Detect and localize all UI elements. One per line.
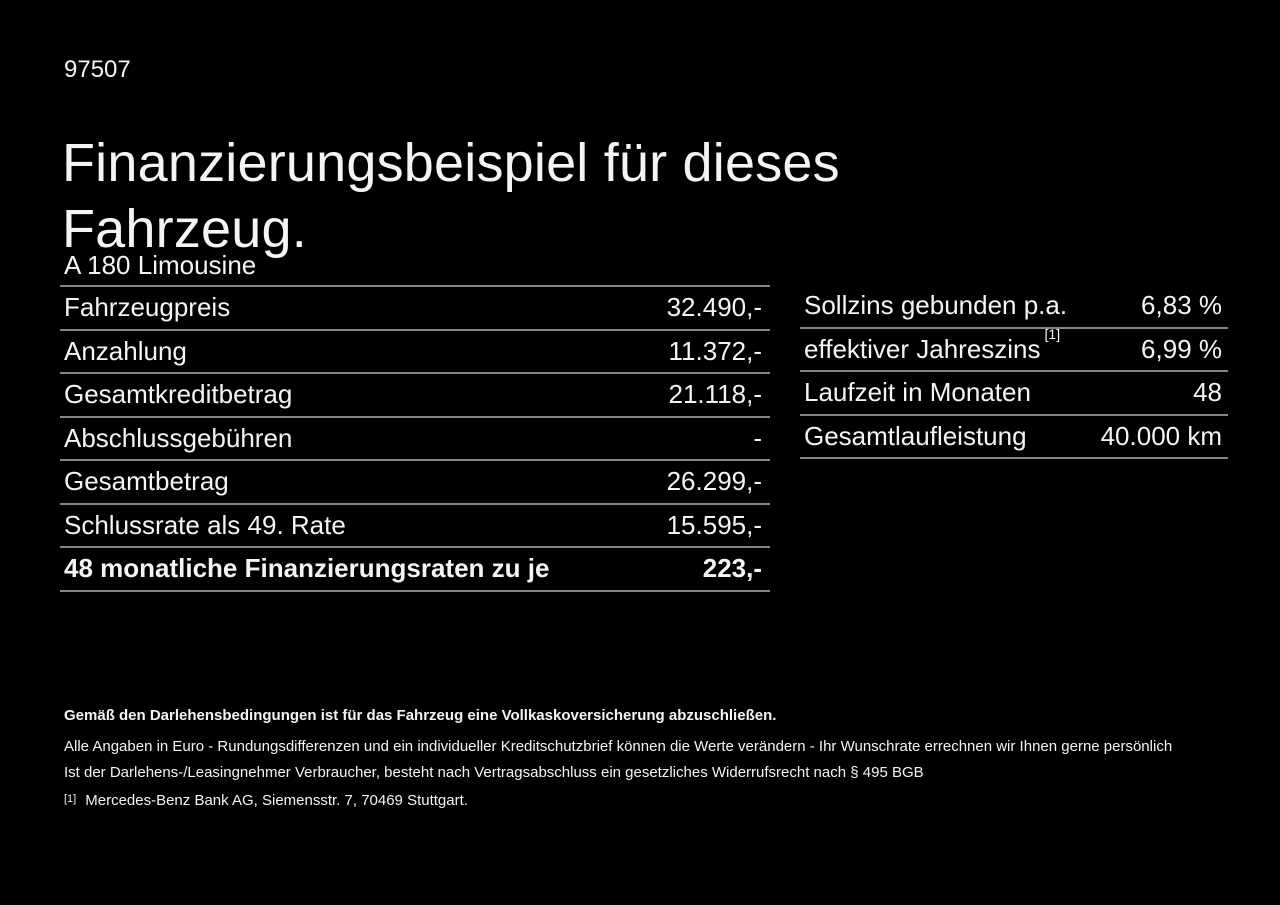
row-label: effektiver Jahreszins [1] (804, 326, 1061, 364)
row-value: - (753, 422, 762, 453)
finance-row-anzahlung: Anzahlung 11.372,- (60, 331, 770, 374)
footnote-text: Mercedes-Benz Bank AG, Siemensstr. 7, 70… (85, 792, 468, 809)
row-value: 48 (1193, 377, 1222, 408)
conditions-row-effektiver-jahreszins: effektiver Jahreszins [1] 6,99 % (800, 326, 1228, 372)
conditions-row-gesamtlaufleistung: Gesamtlaufleistung 40.000 km (800, 416, 1228, 459)
row-value: 26.299,- (666, 466, 762, 497)
conditions-row-laufzeit: Laufzeit in Monaten 48 (800, 372, 1228, 416)
finance-table: Fahrzeugpreis 32.490,- Anzahlung 11.372,… (60, 285, 770, 592)
row-label: Gesamtbetrag (64, 466, 229, 497)
disclaimer-line-2: Ist der Darlehens-/Leasingnehmer Verbrau… (64, 764, 924, 781)
finance-row-gesamtbetrag: Gesamtbetrag 26.299,- (60, 461, 770, 505)
footnote-marker: [1] (64, 793, 77, 805)
finance-row-abschlussgebuehren: Abschlussgebühren - (60, 418, 770, 461)
row-value: 6,99 % (1141, 333, 1222, 364)
finance-row-gesamtkreditbetrag: Gesamtkreditbetrag 21.118,- (60, 374, 770, 418)
row-value: 40.000 km (1100, 420, 1222, 451)
footnote-line: [1] Mercedes-Benz Bank AG, Siemensstr. 7… (64, 792, 1224, 809)
conditions-table: Sollzins gebunden p.a. 6,83 % effektiver… (800, 285, 1228, 459)
row-label: Fahrzeugpreis (64, 292, 231, 323)
row-label: 48 monatliche Finanzierungsraten zu je (64, 553, 550, 584)
row-value: 6,83 % (1141, 290, 1222, 321)
row-label: Anzahlung (64, 335, 187, 366)
conditions-row-sollzins: Sollzins gebunden p.a. 6,83 % (800, 285, 1228, 329)
row-value: 11.372,- (668, 335, 762, 366)
row-value: 32.490,- (666, 292, 762, 323)
row-label: Laufzeit in Monaten (804, 377, 1031, 408)
finance-row-fahrzeugpreis: Fahrzeugpreis 32.490,- (60, 287, 770, 331)
row-label: Schlussrate als 49. Rate (64, 509, 346, 540)
finance-highlight-row: 48 monatliche Finanzierungsraten zu je 2… (60, 548, 770, 592)
doc-number: 97507 (64, 56, 131, 83)
insurance-note: Gemäß den Darlehensbedingungen ist für d… (64, 707, 777, 724)
footer: Gemäß den Darlehensbedingungen ist für d… (64, 707, 1224, 809)
disclaimer-line-1: Alle Angaben in Euro - Rundungsdifferenz… (64, 738, 1173, 755)
row-value: 223,- (702, 553, 762, 584)
row-label: Gesamtlaufleistung (804, 420, 1027, 451)
row-label: Gesamtkreditbetrag (64, 379, 293, 410)
row-label: Sollzins gebunden p.a. (804, 290, 1068, 321)
page-title: Finanzierungsbeispiel für dieses Fahrzeu… (62, 133, 840, 260)
row-value: 15.595,- (666, 509, 762, 540)
finance-row-schlussrate: Schlussrate als 49. Rate 15.595,- (60, 505, 770, 548)
vehicle-model: A 180 Limousine (64, 250, 257, 280)
footnote-marker: [1] (1044, 326, 1061, 343)
row-label: Abschlussgebühren (64, 422, 293, 453)
row-value: 21.118,- (668, 379, 762, 410)
